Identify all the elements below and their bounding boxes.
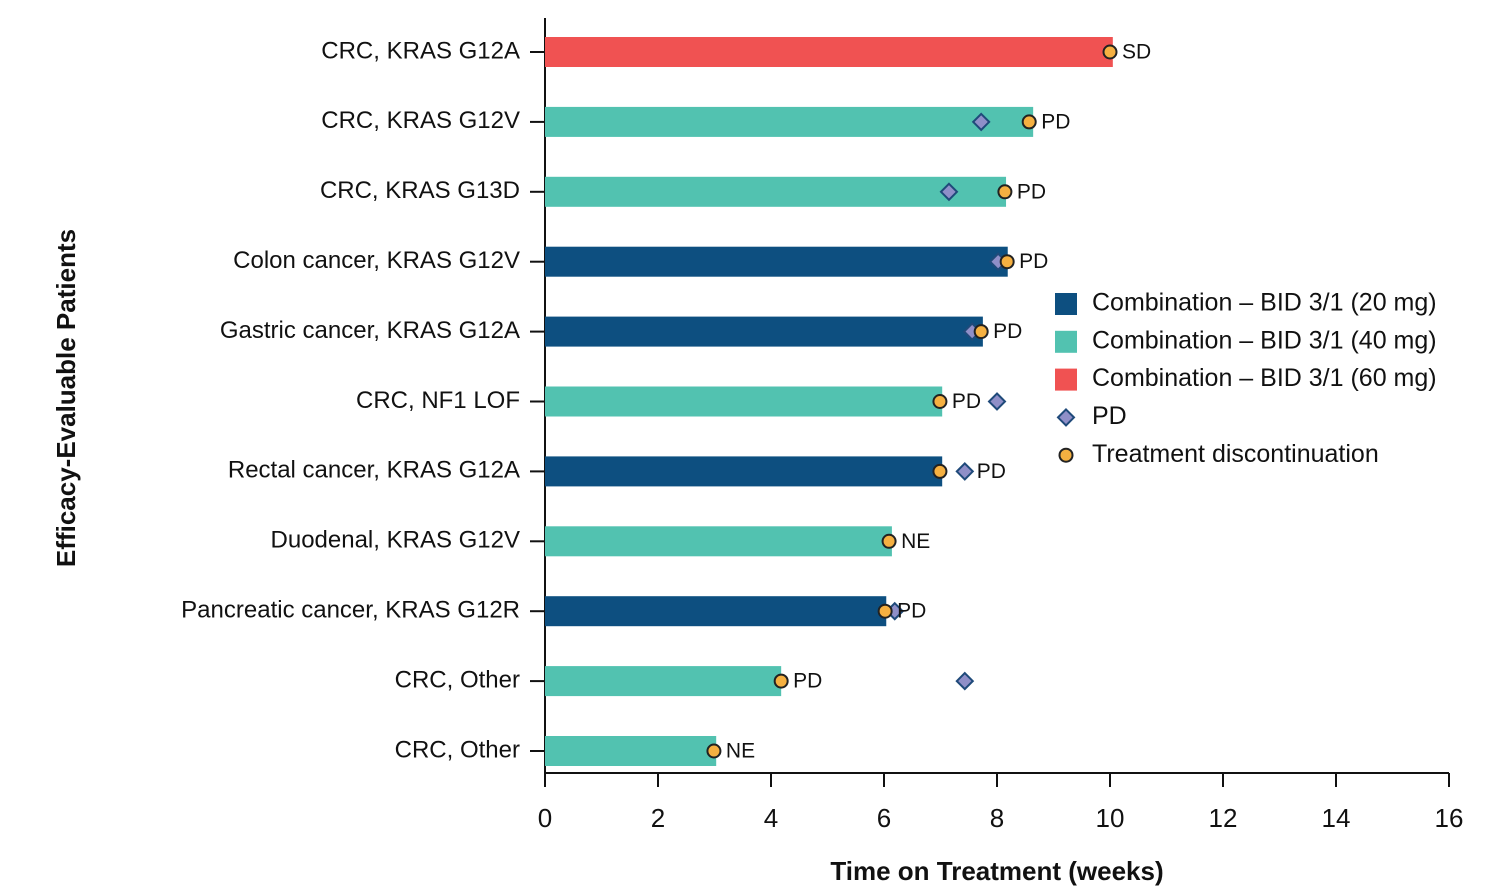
legend-label: Combination – BID 3/1 (40 mg) [1092,326,1437,354]
legend-swatch [1055,368,1077,391]
discontinuation-marker [932,394,948,409]
discontinuation-marker [881,533,897,549]
discontinuation-marker [973,324,989,340]
annotation: PD [1019,250,1048,273]
discontinuation-marker [877,603,893,619]
discontinuation-marker [999,254,1015,270]
annotation: NE [901,530,930,553]
pd-marker [939,182,959,202]
x-tick-label: 6 [877,803,891,833]
legend-label: PD [1092,402,1127,430]
y-tick-label: Pancreatic cancer, KRAS G12R [181,597,520,624]
bar [545,176,1007,207]
annotation: NE [726,740,755,763]
y-tick-label: CRC, Other [395,666,520,693]
legend-label: Treatment discontinuation [1092,440,1379,468]
legend-label: Combination – BID 3/1 (20 mg) [1092,289,1437,317]
bar [545,526,892,557]
bar [545,246,1008,277]
y-tick-label: Colon cancer, KRAS G12V [233,247,520,274]
annotation: PD [993,320,1022,343]
y-tick-label: Duodenal, KRAS G12V [271,527,520,554]
y-tick-label: CRC, KRAS G12A [321,37,520,64]
pd-marker [955,461,975,481]
pd-marker [955,671,975,691]
discontinuation-marker [997,184,1013,200]
x-axis-label: Time on Treatment (weeks) [830,856,1163,886]
bar [545,736,717,766]
annotation: PD [897,600,926,623]
discontinuation-marker [1058,447,1074,463]
bar [545,596,887,627]
y-tick-label: CRC, Other [395,736,520,763]
discontinuation-marker [773,673,789,689]
annotation: PD [1041,110,1070,133]
x-tick-label: 14 [1322,803,1351,833]
legend-swatch [1055,330,1077,353]
x-tick-label: 10 [1096,803,1125,833]
legend-swatch [1055,293,1077,315]
bar [545,106,1034,137]
pd-marker [987,392,1007,411]
discontinuation-marker [1102,44,1118,60]
annotation: PD [793,670,822,693]
x-tick-label: 8 [990,803,1004,833]
y-tick-label: CRC, KRAS G12V [321,107,520,134]
annotation: PD [952,390,981,413]
bar [545,37,1113,67]
x-tick-label: 0 [538,803,552,833]
bar [545,386,943,417]
pd-marker [1056,407,1076,427]
y-tick-label: Rectal cancer, KRAS G12A [228,457,520,484]
discontinuation-marker [1021,114,1037,130]
x-tick-label: 12 [1209,803,1238,833]
bar [545,456,943,487]
y-tick-label: Gastric cancer, KRAS G12A [220,317,520,344]
bar [545,316,983,347]
y-tick-label: CRC, NF1 LOF [356,387,520,414]
pd-marker [971,112,991,132]
discontinuation-marker [932,463,948,479]
annotation: PD [1017,180,1046,203]
x-tick-label: 2 [651,803,665,833]
legend-label: Combination – BID 3/1 (60 mg) [1092,364,1437,392]
y-axis-label: Efficacy-Evaluable Patients [51,229,81,567]
x-tick-label: 16 [1435,803,1464,833]
annotation: SD [1122,41,1151,64]
x-tick-label: 4 [764,803,778,833]
y-tick-label: CRC, KRAS G13D [320,177,520,204]
discontinuation-marker [706,743,722,759]
annotation: PD [977,460,1006,483]
bar [545,666,782,697]
